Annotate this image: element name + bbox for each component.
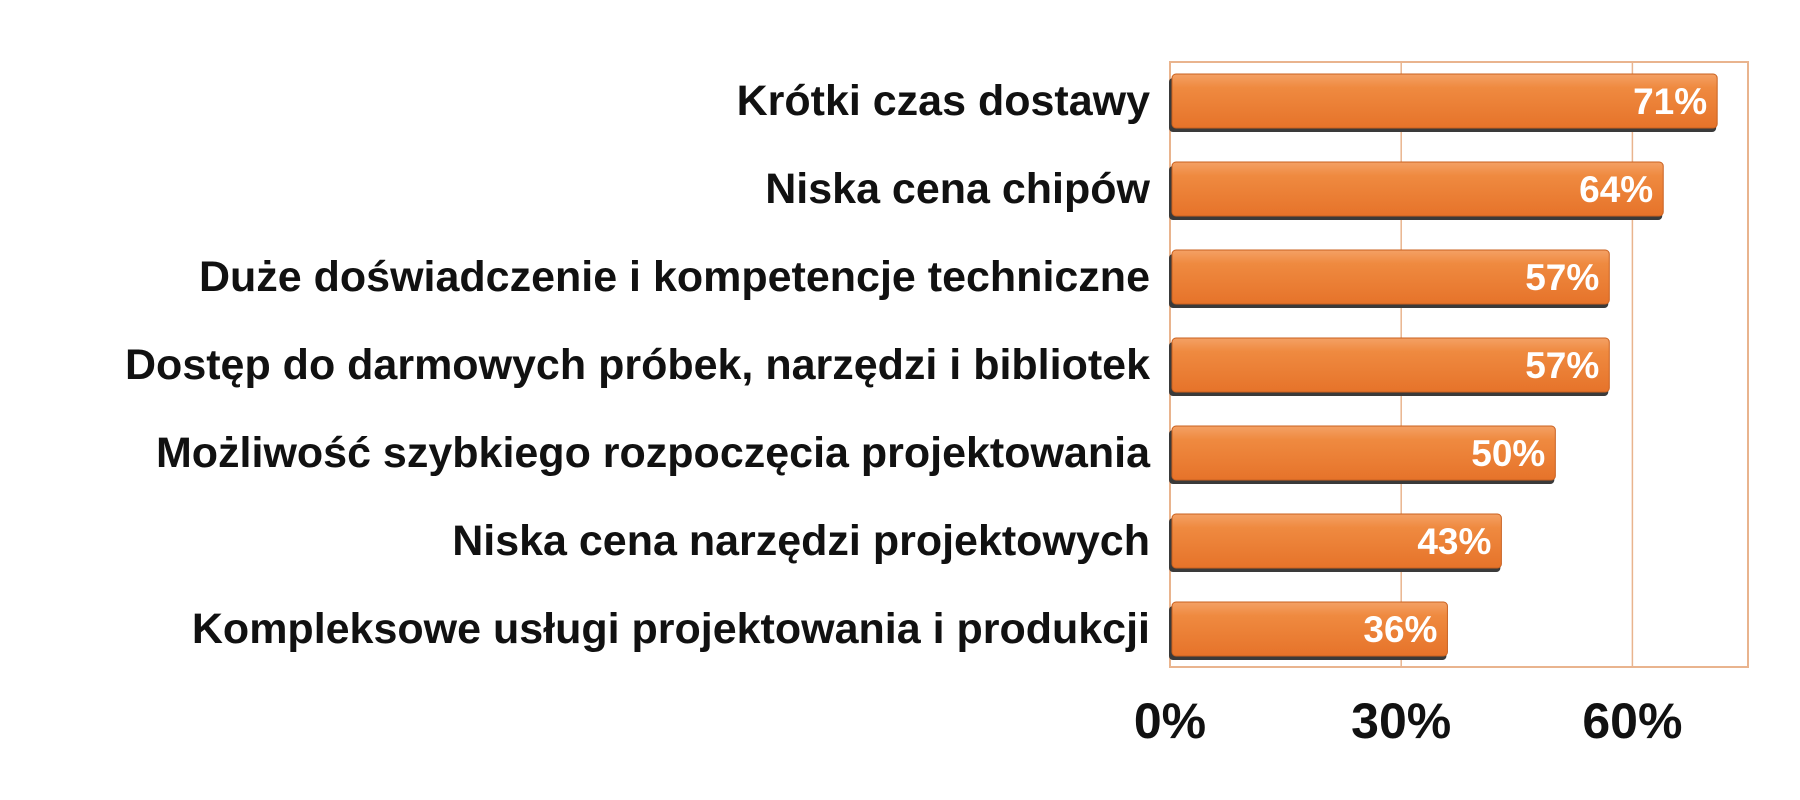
bar bbox=[1171, 161, 1664, 217]
bar-group: 57% bbox=[1169, 337, 1610, 396]
bars: 71% 64% 57% 57% 50% 43% 36% bbox=[1169, 73, 1718, 660]
category-label: Duże doświadczenie i kompetencje technic… bbox=[199, 253, 1150, 301]
bar-group: 71% bbox=[1169, 73, 1718, 132]
bar bbox=[1171, 425, 1556, 481]
x-tick-label: 60% bbox=[1582, 693, 1682, 749]
bar bbox=[1171, 513, 1502, 569]
category-labels: Krótki czas dostawy Niska cena chipów Duże… bbox=[125, 77, 1151, 653]
bar-group: 64% bbox=[1169, 161, 1664, 220]
bar-value-label: 57% bbox=[1525, 345, 1599, 386]
bar-value-label: 50% bbox=[1471, 433, 1545, 474]
x-tick-label: 30% bbox=[1351, 693, 1451, 749]
category-label: Krótki czas dostawy bbox=[737, 77, 1150, 125]
bar bbox=[1171, 601, 1448, 657]
bar-value-label: 43% bbox=[1417, 521, 1491, 562]
category-label: Kompleksowe usługi projektowania i produ… bbox=[192, 605, 1150, 653]
bar bbox=[1171, 73, 1718, 129]
bar bbox=[1171, 337, 1610, 393]
bar-value-label: 57% bbox=[1525, 257, 1599, 298]
bar-group: 57% bbox=[1169, 249, 1610, 308]
bar-group: 50% bbox=[1169, 425, 1556, 484]
category-label: Dostęp do darmowych próbek, narzędzi i b… bbox=[125, 341, 1150, 389]
bar-group: 36% bbox=[1169, 601, 1448, 660]
x-tick-label: 0% bbox=[1134, 693, 1206, 749]
category-label: Niska cena chipów bbox=[765, 165, 1150, 213]
bar-value-label: 36% bbox=[1363, 609, 1437, 650]
bar-value-label: 71% bbox=[1633, 81, 1707, 122]
bar bbox=[1171, 249, 1610, 305]
x-axis-tick-labels: 0% 30% 60% bbox=[1134, 693, 1683, 749]
bar-value-label: 64% bbox=[1579, 169, 1653, 210]
category-label: Możliwość szybkiego rozpoczęcia projekto… bbox=[156, 429, 1151, 477]
bar-group: 43% bbox=[1169, 513, 1502, 572]
category-label: Niska cena narzędzi projektowych bbox=[452, 517, 1150, 565]
